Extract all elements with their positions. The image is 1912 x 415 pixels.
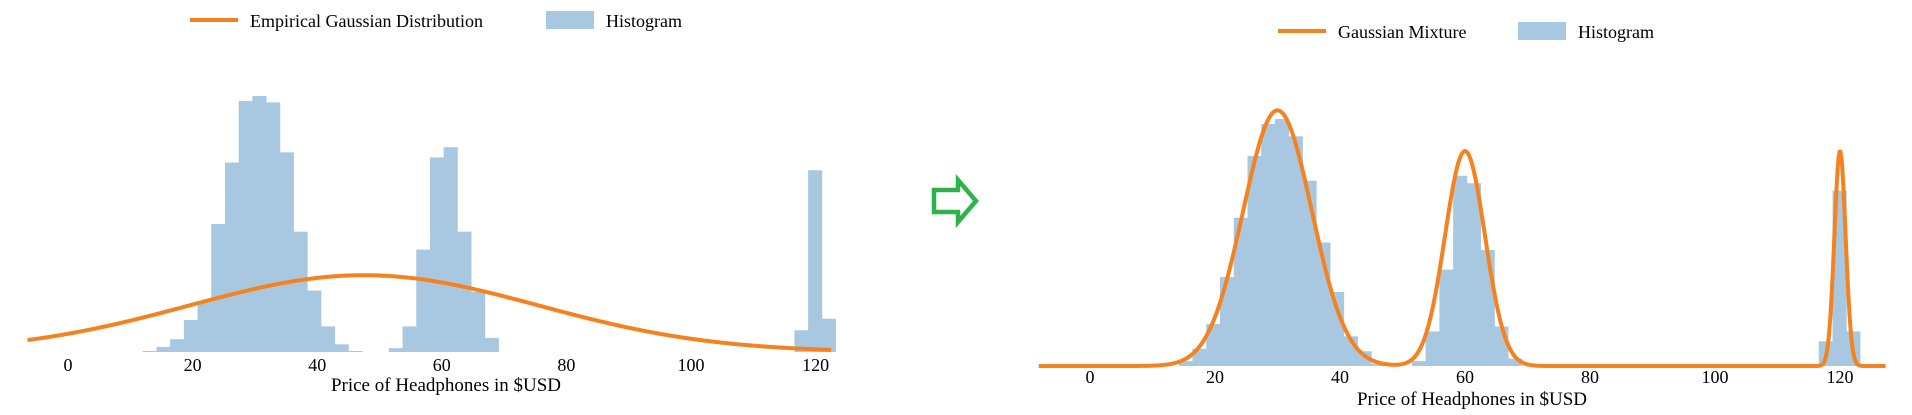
x-tick-label: 120: [802, 355, 829, 375]
x-tick-label: 100: [678, 355, 705, 375]
histogram-bar: [211, 224, 226, 352]
legend: Empirical Gaussian Distribution Histogra…: [190, 11, 682, 31]
histogram-bar: [1233, 217, 1248, 366]
histogram-bar: [1508, 358, 1523, 366]
chart-gaussian-mixture: Gaussian Mixture Histogram 0 20 40 60 80 100 1…: [1038, 22, 1886, 410]
histogram-bar: [821, 318, 836, 352]
histogram-bar: [416, 249, 431, 352]
x-tick-label: 0: [64, 355, 73, 375]
x-axis-label: Price of Headphones in $USD: [1357, 389, 1587, 410]
histogram-bars: [1178, 119, 1861, 366]
histogram-bar: [238, 101, 253, 353]
x-tick-label: 40: [1331, 367, 1349, 387]
histogram-bar: [1371, 363, 1386, 366]
histogram-bar: [443, 147, 458, 352]
histogram-bar: [471, 291, 486, 352]
histogram-bar: [1288, 136, 1303, 366]
histogram-bar: [1178, 361, 1193, 366]
histogram-bar: [142, 350, 157, 352]
histogram-bar: [348, 350, 363, 352]
legend-label-curve: Empirical Gaussian Distribution: [250, 11, 483, 31]
histogram-bar: [183, 320, 198, 352]
histogram-bar: [388, 348, 403, 352]
histogram-bar: [225, 162, 240, 352]
histogram-bar: [402, 326, 417, 352]
x-tick-label: 80: [557, 355, 575, 375]
histogram-bar: [1425, 331, 1440, 366]
x-tick-label: 20: [1206, 367, 1224, 387]
legend-label-histogram: Histogram: [1578, 22, 1654, 42]
x-tick-labels: 0 20 40 60 80 100 120: [1086, 367, 1854, 387]
histogram-bar: [334, 344, 349, 352]
histogram-bar: [1453, 175, 1468, 366]
x-axis-label: Price of Headphones in $USD: [331, 375, 561, 396]
histogram-bar: [457, 231, 472, 352]
histogram-bar: [293, 231, 308, 352]
legend-label-curve: Gaussian Mixture: [1338, 22, 1466, 42]
legend-label-histogram: Histogram: [606, 11, 682, 31]
histogram-bar: [1220, 277, 1235, 366]
histogram-bar: [1411, 361, 1427, 366]
histogram-bar: [320, 326, 336, 352]
legend: Gaussian Mixture Histogram: [1278, 22, 1654, 42]
histogram-bar: [307, 290, 322, 352]
x-tick-label: 60: [1456, 367, 1474, 387]
histogram-bar: [1302, 180, 1317, 366]
histogram-bar: [484, 337, 499, 352]
histogram-bar: [279, 152, 294, 352]
histogram-bars: [142, 96, 836, 353]
histogram-bar: [170, 339, 185, 352]
histogram-bar: [197, 300, 212, 352]
gaussian-curve: [27, 273, 832, 352]
histogram-bar: [1466, 183, 1482, 366]
histogram-bar: [266, 102, 281, 353]
right-arrow-icon: [931, 173, 979, 229]
histogram-bar: [1275, 119, 1290, 366]
legend-patch-swatch: [546, 11, 594, 29]
x-tick-label: 0: [1086, 367, 1095, 387]
histogram-bar: [252, 96, 267, 352]
histogram-bar: [156, 346, 171, 352]
histogram-bar: [1247, 156, 1262, 366]
histogram-bar: [429, 157, 445, 352]
x-tick-label: 120: [1827, 367, 1854, 387]
x-tick-label: 60: [433, 355, 451, 375]
chart-empirical-gaussian: Empirical Gaussian Distribution Histogra…: [27, 11, 836, 396]
x-tick-label: 20: [184, 355, 202, 375]
histogram-bar: [1206, 324, 1221, 366]
x-tick-label: 80: [1581, 367, 1599, 387]
histogram-bar: [1439, 269, 1454, 366]
histogram-bar: [1261, 123, 1276, 366]
x-tick-labels: 0 20 40 60 80 100 120: [64, 355, 830, 375]
histogram-bar: [808, 170, 823, 352]
histogram-bar: [1480, 249, 1495, 366]
x-tick-label: 40: [308, 355, 326, 375]
legend-patch-swatch: [1518, 22, 1566, 40]
histogram-bar: [1330, 291, 1345, 366]
gaussian-mixture-curve: [1038, 108, 1886, 368]
x-tick-label: 100: [1702, 367, 1729, 387]
